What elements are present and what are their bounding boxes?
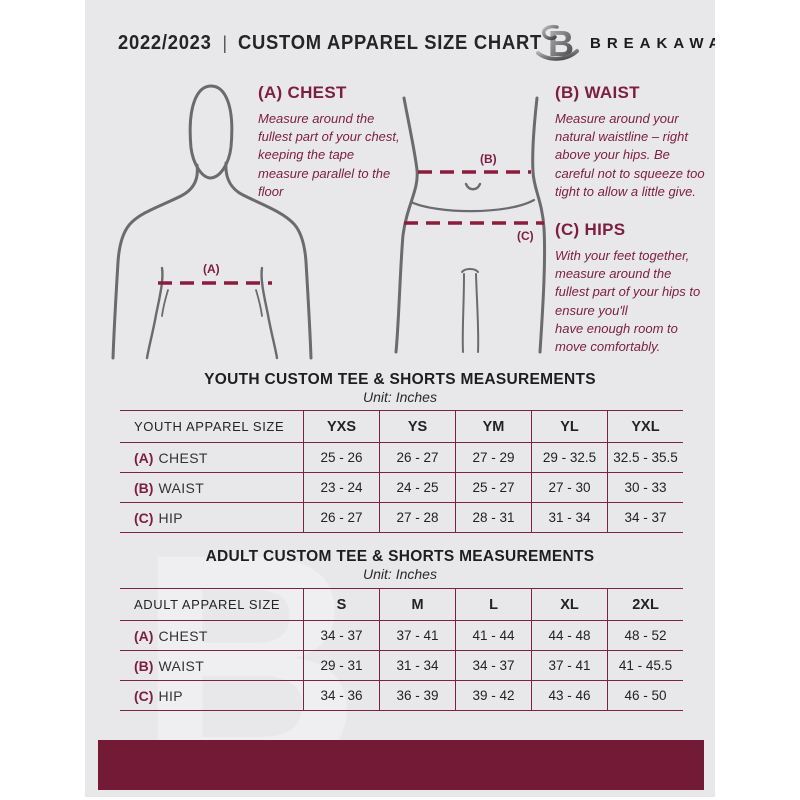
measurement-value-cell: 46 - 50 [607, 681, 683, 710]
measurement-value-cell: 25 - 27 [455, 473, 531, 502]
measurement-value-cell: 32.5 - 35.5 [607, 443, 683, 472]
measurement-value-cell: 27 - 28 [379, 503, 455, 532]
measurement-row: (B) WAIST 23 - 24 24 - 25 25 - 27 27 - 30 30 -… [120, 472, 683, 502]
measurement-value-cell: 26 - 27 [303, 503, 379, 532]
adult-size-table: ADULT APPAREL SIZE S M L XL 2XL (A) CHEST 34 - 3… [120, 588, 683, 711]
size-column-header: 2XL [607, 589, 683, 620]
table-header-row: ADULT APPAREL SIZE S M L XL 2XL [120, 588, 683, 620]
measurement-value-cell: 30 - 33 [607, 473, 683, 502]
measurement-row-label: (B) WAIST [120, 651, 303, 680]
waist-section-heading: (B) WAIST [555, 83, 640, 102]
measurement-value-cell: 37 - 41 [379, 621, 455, 650]
adult-table-title: ADULT CUSTOM TEE & SHORTS MEASUREMENTS [205, 548, 595, 565]
measurement-name: WAIST [158, 479, 205, 496]
size-column-header: YS [379, 411, 455, 442]
measurement-name: HIP [158, 509, 183, 526]
measurement-value-cell: 31 - 34 [531, 503, 607, 532]
footer-accent-bar [98, 740, 704, 790]
measurement-value-cell: 34 - 37 [303, 621, 379, 650]
measurement-row-label: (A) CHEST [120, 621, 303, 650]
measurement-value-cell: 29 - 32.5 [531, 443, 607, 472]
measurement-value-cell: 23 - 24 [303, 473, 379, 502]
measurement-value-cell: 24 - 25 [379, 473, 455, 502]
measurement-value-cell: 41 - 45.5 [607, 651, 683, 680]
apparel-size-header-cell: ADULT APPAREL SIZE [134, 597, 281, 612]
measurement-row: (C) HIP 26 - 27 27 - 28 28 - 31 31 - 34 34 - 3… [120, 502, 683, 532]
size-column-header: YXS [303, 411, 379, 442]
measurement-value-cell: 26 - 27 [379, 443, 455, 472]
brand-name: BREAKAWAY [590, 34, 715, 52]
measurement-value-cell: 27 - 29 [455, 443, 531, 472]
measurement-row-label: (B) WAIST [120, 473, 303, 502]
measurement-letter: (B) [134, 479, 154, 496]
document-header: 2022/2023 | CUSTOM APPAREL SIZE CHART B [118, 22, 715, 64]
measurement-value-cell: 39 - 42 [455, 681, 531, 710]
hips-marker-label: (C) [517, 229, 534, 243]
size-column-header: L [455, 589, 531, 620]
size-column-header: YM [455, 411, 531, 442]
hips-section-description: With your feet together, measure around … [555, 248, 701, 354]
document-title-group: 2022/2023 | CUSTOM APPAREL SIZE CHART [118, 32, 542, 55]
measurement-value-cell: 48 - 52 [607, 621, 683, 650]
measurement-name: CHEST [158, 449, 208, 466]
adult-table-unit: Unit: Inches [363, 566, 437, 582]
measurement-name: WAIST [158, 657, 205, 674]
title-divider: | [222, 32, 227, 53]
chest-marker-label: (A) [203, 262, 220, 276]
measurement-name: CHEST [158, 627, 208, 644]
waist-section-description: Measure around your natural waistline – … [555, 111, 705, 199]
measurement-value-cell: 34 - 37 [607, 503, 683, 532]
measurement-letter: (A) [134, 449, 154, 466]
measurement-value-cell: 28 - 31 [455, 503, 531, 532]
measurement-value-cell: 36 - 39 [379, 681, 455, 710]
table-header-row: YOUTH APPAREL SIZE YXS YS YM YL YXL [120, 410, 683, 442]
measurement-letter: (C) [134, 687, 154, 704]
measurement-letter: (C) [134, 509, 154, 526]
youth-table-title: YOUTH CUSTOM TEE & SHORTS MEASUREMENTS [204, 371, 596, 388]
measurement-value-cell: 29 - 31 [303, 651, 379, 680]
measurement-name: HIP [158, 687, 183, 704]
measurement-row: (C) HIP 34 - 36 36 - 39 39 - 42 43 - 46 46 - 5… [120, 680, 683, 710]
chest-section-description: Measure around the fullest part of your … [258, 111, 400, 199]
chest-section-heading: (A) CHEST [258, 83, 347, 102]
measurement-value-cell: 41 - 44 [455, 621, 531, 650]
measurement-letter: (A) [134, 627, 154, 644]
measurement-value-cell: 43 - 46 [531, 681, 607, 710]
page-background: 2022/2023 | CUSTOM APPAREL SIZE CHART B [85, 0, 715, 797]
measurement-value-cell: 25 - 26 [303, 443, 379, 472]
page-title: CUSTOM APPAREL SIZE CHART [238, 31, 542, 54]
apparel-size-header-cell: YOUTH APPAREL SIZE [134, 419, 285, 434]
measurement-value-cell: 44 - 48 [531, 621, 607, 650]
breakaway-logo-icon: B [536, 23, 579, 64]
youth-table-unit: Unit: Inches [363, 389, 437, 405]
brand-block: B BREAKAWAY [536, 20, 715, 66]
measurement-row: (A) CHEST 34 - 37 37 - 41 41 - 44 44 - 48 48 -… [120, 620, 683, 650]
hips-section-heading: (C) HIPS [555, 220, 626, 239]
size-column-header: M [379, 589, 455, 620]
measurement-row: (A) CHEST 25 - 26 26 - 27 27 - 29 29 - 32.5 32… [120, 442, 683, 472]
season-label: 2022/2023 [118, 31, 212, 54]
measurement-letter: (B) [134, 657, 154, 674]
measurement-row-label: (C) HIP [120, 503, 303, 532]
size-column-header: YL [531, 411, 607, 442]
measurement-figures-diagram [111, 84, 547, 360]
measurement-value-cell: 31 - 34 [379, 651, 455, 680]
waist-marker-label: (B) [480, 152, 497, 166]
size-column-header: XL [531, 589, 607, 620]
measurement-value-cell: 34 - 37 [455, 651, 531, 680]
measurement-value-cell: 27 - 30 [531, 473, 607, 502]
measurement-row-label: (C) HIP [120, 681, 303, 710]
youth-size-table: YOUTH APPAREL SIZE YXS YS YM YL YXL (A) CHEST 25… [120, 410, 683, 533]
measurement-value-cell: 34 - 36 [303, 681, 379, 710]
measurement-row: (B) WAIST 29 - 31 31 - 34 34 - 37 37 - 41 41 -… [120, 650, 683, 680]
measurement-value-cell: 37 - 41 [531, 651, 607, 680]
size-column-header: YXL [607, 411, 683, 442]
measurement-row-label: (A) CHEST [120, 443, 303, 472]
size-column-header: S [303, 589, 379, 620]
